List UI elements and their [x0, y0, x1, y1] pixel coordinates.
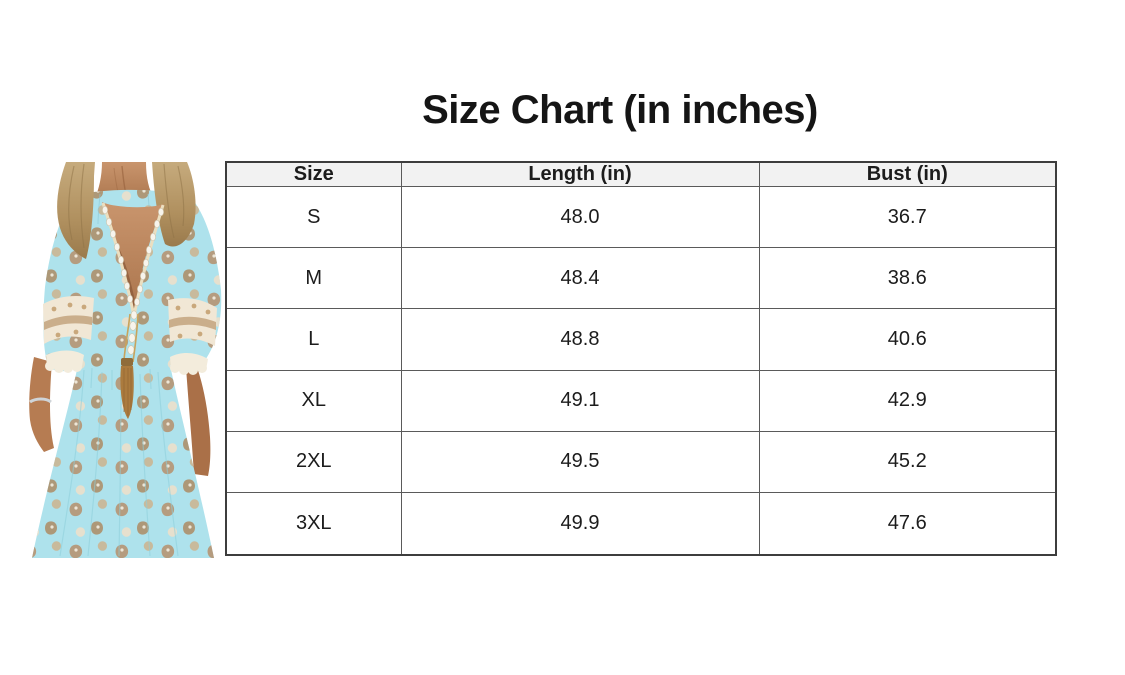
column-header-length: Length (in) — [400, 161, 760, 187]
size-cell: 2XL — [225, 430, 402, 494]
length-cell: 49.5 — [400, 430, 760, 494]
table-row-m: M 48.4 38.6 — [225, 247, 1057, 310]
column-header-size: Size — [225, 161, 402, 187]
length-cell: 49.9 — [400, 492, 760, 556]
bust-cell: 38.6 — [758, 247, 1057, 310]
size-chart-table: Size Length (in) Bust (in) S 48.0 36.7 M… — [225, 161, 1057, 556]
column-header-bust: Bust (in) — [758, 161, 1057, 187]
bracelet — [29, 397, 52, 404]
bust-cell: 42.9 — [758, 369, 1057, 432]
bust-cell: 40.6 — [758, 308, 1057, 371]
length-cell: 48.0 — [400, 185, 760, 249]
model-illustration — [29, 162, 222, 558]
table-row-s: S 48.0 36.7 — [225, 185, 1057, 249]
model-arms — [29, 354, 211, 476]
length-cell: 48.8 — [400, 308, 760, 371]
size-cell: S — [225, 185, 402, 249]
table-row-3xl: 3XL 49.9 47.6 — [225, 492, 1057, 556]
sleeve-ruffle-left — [45, 350, 84, 373]
table-row-xl: XL 49.1 42.9 — [225, 369, 1057, 432]
model-hair — [57, 162, 196, 259]
shell-necklace — [102, 205, 164, 355]
size-cell: L — [225, 308, 402, 371]
size-cell: 3XL — [225, 492, 402, 556]
sleeve-trim-left — [43, 296, 94, 344]
length-cell: 49.1 — [400, 369, 760, 432]
table-row-l: L 48.8 40.6 — [225, 308, 1057, 371]
sleeve-ruffle-right — [170, 353, 208, 375]
header-row: Size Length (in) Bust (in) — [225, 161, 1057, 187]
size-cell: M — [225, 247, 402, 310]
sleeve-trim-right — [168, 298, 217, 346]
product-photo — [18, 162, 228, 560]
bust-cell: 47.6 — [758, 492, 1057, 556]
length-cell: 48.4 — [400, 247, 760, 310]
page-title: Size Chart (in inches) — [422, 88, 818, 132]
dress — [32, 189, 222, 558]
tassel — [120, 313, 139, 419]
size-cell: XL — [225, 369, 402, 432]
bust-cell: 36.7 — [758, 185, 1057, 249]
table-row-2xl: 2XL 49.5 45.2 — [225, 430, 1057, 494]
bust-cell: 45.2 — [758, 430, 1057, 494]
